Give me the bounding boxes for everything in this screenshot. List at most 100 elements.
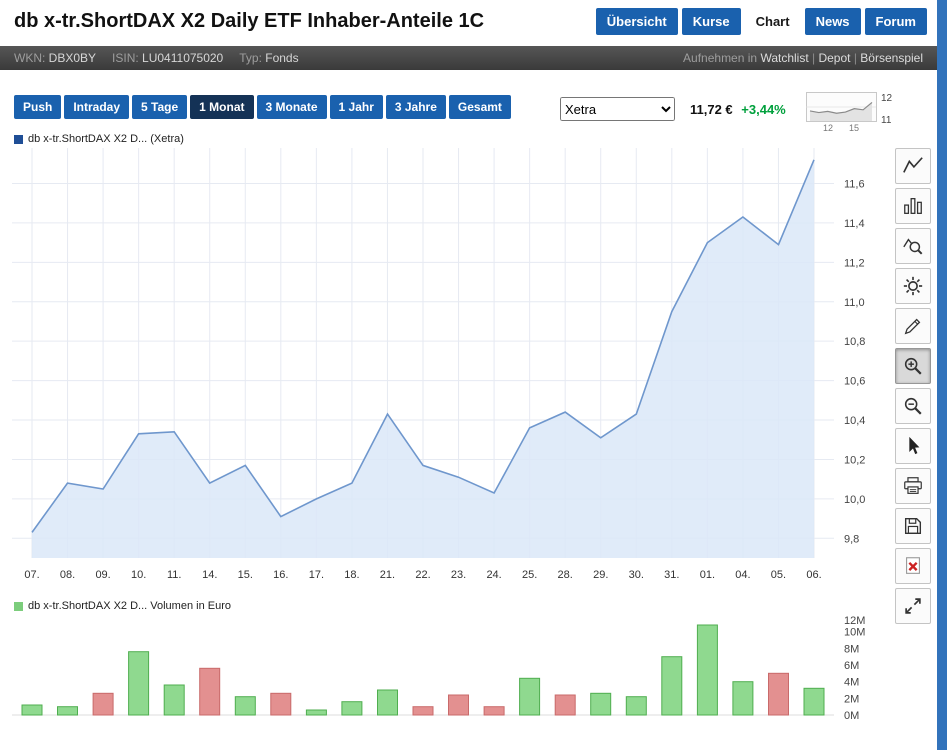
chart-toolbar [895, 148, 933, 628]
tool-button-save-icon[interactable] [895, 508, 931, 544]
volume-bar [270, 692, 292, 716]
main-price-chart[interactable]: 9,8 10,0 10,2 10,4 10,6 10,8 11,0 11,2 11,4 11,6 0… [12, 148, 892, 591]
volume-bar [377, 689, 398, 716]
meta-info: WKN: DBX0BY ISIN: LU0411075020 Typ: Fonds [14, 46, 315, 70]
print-icon [904, 477, 922, 494]
zoom-out-icon [904, 397, 922, 415]
tool-button-print-icon[interactable] [895, 468, 931, 504]
svg-text:12: 12 [881, 93, 893, 104]
volume-bar [92, 692, 114, 716]
chart-search-icon [903, 238, 923, 255]
volume-bar [57, 706, 78, 716]
nav-tab-übersicht[interactable]: Übersicht [595, 8, 678, 35]
link-separator: | [808, 51, 819, 65]
link-depot[interactable]: Depot [818, 51, 851, 65]
tool-button-bar-chart-icon[interactable] [895, 188, 931, 224]
svg-text:6M: 6M [844, 660, 859, 672]
exchange-select[interactable]: Xetra [560, 97, 675, 121]
range-button-3-monate[interactable]: 3 Monate [256, 95, 327, 119]
tool-button-draw-tool-icon[interactable] [895, 308, 931, 344]
sparkline-svg: 12 11 12 15 [806, 92, 893, 133]
link-börsenspiel[interactable]: Börsenspiel [860, 51, 923, 65]
svg-text:07.: 07. [24, 569, 39, 581]
volume-bar [21, 704, 43, 716]
tool-button-delete-icon[interactable] [895, 548, 931, 584]
svg-text:8M: 8M [844, 643, 859, 655]
tool-button-zoom-out-icon[interactable] [895, 388, 931, 424]
bar-chart-icon [904, 198, 922, 214]
link-separator: | [850, 51, 861, 65]
svg-text:11.: 11. [167, 569, 181, 581]
save-icon [904, 517, 922, 535]
volume-bar [199, 667, 221, 716]
svg-text:11: 11 [881, 115, 892, 126]
svg-text:12: 12 [823, 123, 833, 132]
svg-text:10,4: 10,4 [844, 415, 865, 427]
svg-text:12M: 12M [844, 615, 865, 627]
legend-square-icon [14, 601, 23, 611]
range-button-gesamt[interactable]: Gesamt [448, 95, 511, 119]
header: db x-tr.ShortDAX X2 Daily ETF Inhaber-An… [0, 0, 937, 46]
volume-bar [696, 624, 718, 716]
tool-button-zoom-in-icon[interactable] [895, 348, 931, 384]
meta-item: Typ: Fonds [239, 51, 299, 65]
quote: 11,72 € +3,44% [690, 102, 786, 117]
volume-bar [305, 709, 327, 716]
svg-text:24.: 24. [486, 569, 501, 581]
range-button-intraday[interactable]: Intraday [64, 95, 130, 119]
svg-text:23.: 23. [451, 569, 466, 581]
svg-text:22.: 22. [415, 569, 430, 581]
meta-bar: WKN: DBX0BY ISIN: LU0411075020 Typ: Fonds … [0, 46, 937, 70]
chart-widget: db x-tr.ShortDAX X2 D... (Xetra) 9,8 10,0… [12, 130, 892, 728]
svg-text:9,8: 9,8 [844, 533, 859, 545]
svg-text:14.: 14. [202, 569, 217, 581]
line-chart-icon [903, 157, 923, 173]
nav-tab-chart[interactable]: Chart [744, 8, 801, 35]
svg-text:10.: 10. [131, 569, 146, 581]
price-area [32, 159, 814, 559]
volume-chart[interactable]: 0M 2M 4M 6M 8M 10M 12M [12, 615, 892, 728]
main-chart-legend: db x-tr.ShortDAX X2 D... (Xetra) [14, 132, 892, 146]
volume-bar [554, 694, 576, 716]
range-button-5-tage[interactable]: 5 Tage [132, 95, 188, 119]
zoom-in-icon [904, 357, 922, 375]
svg-text:30.: 30. [629, 569, 644, 581]
sparkline-chart: 12 11 12 15 [806, 92, 904, 137]
svg-text:05.: 05. [771, 569, 786, 581]
page-title: db x-tr.ShortDAX X2 Daily ETF Inhaber-An… [14, 10, 485, 32]
cursor-icon [909, 436, 920, 455]
volume-bar [163, 684, 185, 716]
tool-button-fullscreen-icon[interactable] [895, 588, 931, 624]
main-chart-svg: 9,8 10,0 10,2 10,4 10,6 10,8 11,0 11,2 11,4 11,6 0… [12, 148, 865, 581]
tool-button-chart-search-icon[interactable] [895, 228, 931, 264]
quote-change: +3,44% [741, 102, 786, 117]
tool-button-cursor-icon[interactable] [895, 428, 931, 464]
volume-bar [732, 681, 754, 716]
volume-bar [768, 672, 789, 716]
quote-price: 11,72 € [690, 102, 733, 117]
nav-tab-kurse[interactable]: Kurse [681, 8, 741, 35]
nav-tab-forum[interactable]: Forum [864, 8, 927, 35]
volume-bar [803, 687, 825, 716]
svg-text:10,2: 10,2 [844, 454, 865, 466]
svg-text:31.: 31. [664, 569, 679, 581]
svg-text:15.: 15. [238, 569, 253, 581]
tool-button-settings-gear-icon[interactable] [895, 268, 931, 304]
range-button-3-jahre[interactable]: 3 Jahre [385, 95, 446, 119]
price-line [31, 159, 815, 533]
draw-tool-icon [904, 318, 921, 335]
link-watchlist[interactable]: Watchlist [760, 51, 809, 65]
svg-text:08.: 08. [60, 569, 75, 581]
range-button-1-monat[interactable]: 1 Monat [190, 95, 254, 119]
svg-text:11,0: 11,0 [844, 297, 865, 309]
svg-text:29.: 29. [593, 569, 608, 581]
nav-tab-news[interactable]: News [804, 8, 861, 35]
svg-text:04.: 04. [735, 569, 750, 581]
range-button-push[interactable]: Push [14, 95, 62, 119]
range-button-1-jahr[interactable]: 1 Jahr [329, 95, 383, 119]
svg-text:10,6: 10,6 [844, 376, 865, 388]
tool-button-line-chart-icon[interactable] [895, 148, 931, 184]
svg-text:11,4: 11,4 [844, 218, 865, 230]
volume-bar [483, 706, 505, 716]
